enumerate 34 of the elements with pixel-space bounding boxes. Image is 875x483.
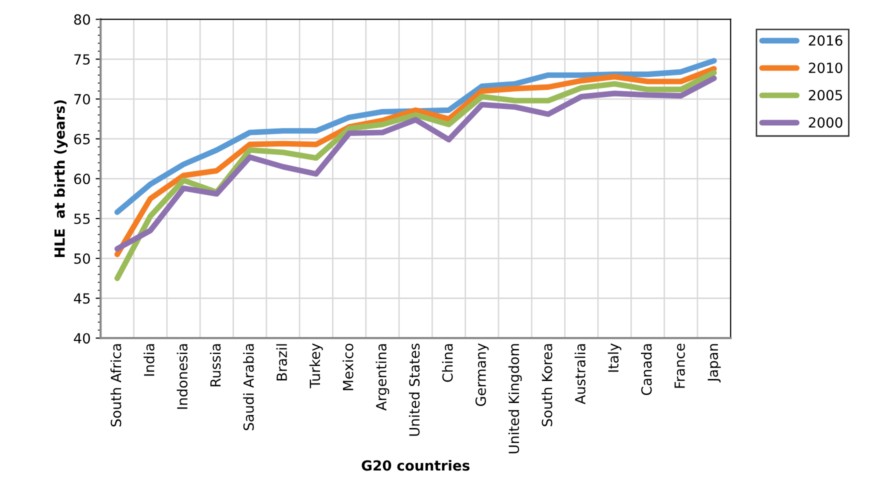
x-tick-label: Russia xyxy=(210,344,221,386)
legend-label: 2005 xyxy=(808,90,842,100)
x-tick-label: Italy xyxy=(608,343,622,372)
x-tick-label: Germany xyxy=(475,343,489,406)
x-tick-label: Mexico xyxy=(342,344,354,390)
x-tick-label: China xyxy=(442,344,453,382)
x-tick-label: Japan xyxy=(708,344,721,382)
x-tick-label: Australia xyxy=(574,344,586,404)
x-tick-label: Indonesia xyxy=(176,344,188,409)
x-tick-label: United States xyxy=(408,344,420,436)
legend-label: 2010 xyxy=(808,62,842,74)
x-tick-label: France xyxy=(674,344,685,388)
x-tick-label: Saudi Arabia xyxy=(243,344,254,430)
y-tick-label: 60 xyxy=(74,174,90,184)
y-tick-label: 65 xyxy=(74,134,90,144)
x-tick-label: South Korea xyxy=(542,344,552,426)
x-axis-title: G20 countries xyxy=(362,460,470,471)
y-tick-label: 80 xyxy=(74,14,90,25)
x-tick-label: Canada xyxy=(641,344,652,396)
y-tick-label: 50 xyxy=(74,253,90,264)
y-tick-label: 70 xyxy=(74,94,90,104)
x-tick-label: Brazil xyxy=(276,344,288,380)
x-tick-label: South Africa xyxy=(110,344,122,426)
x-tick-label: Turkey xyxy=(309,343,323,388)
x-tick-label: Argentina xyxy=(376,344,390,411)
y-tick-label: 40 xyxy=(74,333,90,344)
y-tick-label: 45 xyxy=(74,293,90,304)
legend-label: 2016 xyxy=(808,35,842,46)
legend-label: 2000 xyxy=(808,117,842,128)
y-axis-title: HLE at birth (years) xyxy=(54,100,68,257)
x-tick-label: United Kingdom xyxy=(508,344,522,454)
y-tick-label: 55 xyxy=(74,214,90,224)
x-tick-label: India xyxy=(144,344,154,376)
y-tick-label: 75 xyxy=(74,54,90,65)
